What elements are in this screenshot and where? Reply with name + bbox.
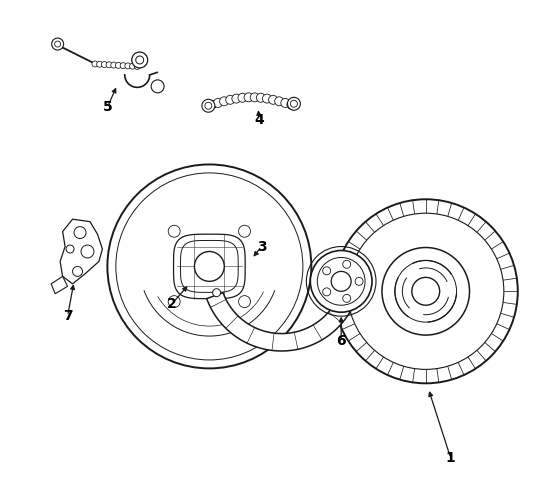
Circle shape — [107, 164, 311, 368]
Circle shape — [132, 52, 148, 68]
Circle shape — [136, 56, 144, 64]
Circle shape — [74, 227, 86, 238]
Circle shape — [412, 277, 440, 305]
Polygon shape — [174, 234, 245, 299]
Text: 2: 2 — [167, 297, 177, 311]
Circle shape — [239, 296, 251, 307]
Circle shape — [275, 97, 283, 106]
Circle shape — [348, 213, 504, 369]
Circle shape — [343, 294, 350, 302]
Circle shape — [355, 277, 363, 285]
Polygon shape — [206, 288, 358, 351]
Circle shape — [287, 100, 296, 109]
Circle shape — [238, 93, 247, 102]
Circle shape — [168, 296, 180, 307]
Circle shape — [205, 102, 212, 109]
Circle shape — [151, 80, 164, 93]
Circle shape — [120, 63, 126, 68]
Circle shape — [92, 61, 98, 67]
Circle shape — [244, 93, 253, 102]
Circle shape — [232, 94, 241, 103]
Circle shape — [256, 93, 265, 102]
Circle shape — [52, 38, 64, 50]
Circle shape — [268, 96, 277, 104]
Circle shape — [81, 245, 94, 258]
Text: 6: 6 — [336, 334, 346, 348]
Circle shape — [213, 289, 220, 297]
Circle shape — [395, 261, 456, 322]
Text: 4: 4 — [254, 113, 264, 127]
Circle shape — [382, 247, 469, 335]
Polygon shape — [180, 240, 238, 292]
Circle shape — [220, 97, 229, 106]
Circle shape — [250, 93, 259, 102]
Circle shape — [331, 272, 351, 291]
Polygon shape — [51, 276, 68, 294]
Circle shape — [106, 62, 112, 68]
Polygon shape — [60, 219, 103, 284]
Circle shape — [194, 252, 224, 281]
Circle shape — [318, 258, 365, 305]
Circle shape — [323, 288, 331, 296]
Text: 7: 7 — [62, 309, 73, 323]
Text: 5: 5 — [103, 100, 112, 114]
Circle shape — [55, 41, 61, 47]
Text: 3: 3 — [257, 239, 266, 254]
Circle shape — [116, 62, 122, 68]
Circle shape — [323, 267, 331, 275]
Circle shape — [168, 225, 180, 237]
Bar — [347, 282, 358, 297]
Circle shape — [202, 99, 215, 112]
Circle shape — [110, 62, 117, 68]
Circle shape — [125, 63, 131, 69]
Circle shape — [66, 245, 74, 253]
Circle shape — [208, 100, 217, 109]
Circle shape — [262, 94, 271, 103]
Text: 1: 1 — [446, 451, 455, 465]
Circle shape — [214, 99, 223, 108]
Circle shape — [97, 61, 103, 67]
Circle shape — [129, 63, 136, 69]
Circle shape — [291, 100, 297, 107]
Circle shape — [134, 63, 140, 69]
Circle shape — [102, 61, 107, 67]
Circle shape — [287, 97, 300, 110]
Circle shape — [226, 96, 235, 104]
Circle shape — [281, 99, 290, 108]
Circle shape — [73, 267, 83, 276]
Circle shape — [343, 261, 350, 268]
Circle shape — [239, 225, 251, 237]
Circle shape — [310, 250, 372, 312]
